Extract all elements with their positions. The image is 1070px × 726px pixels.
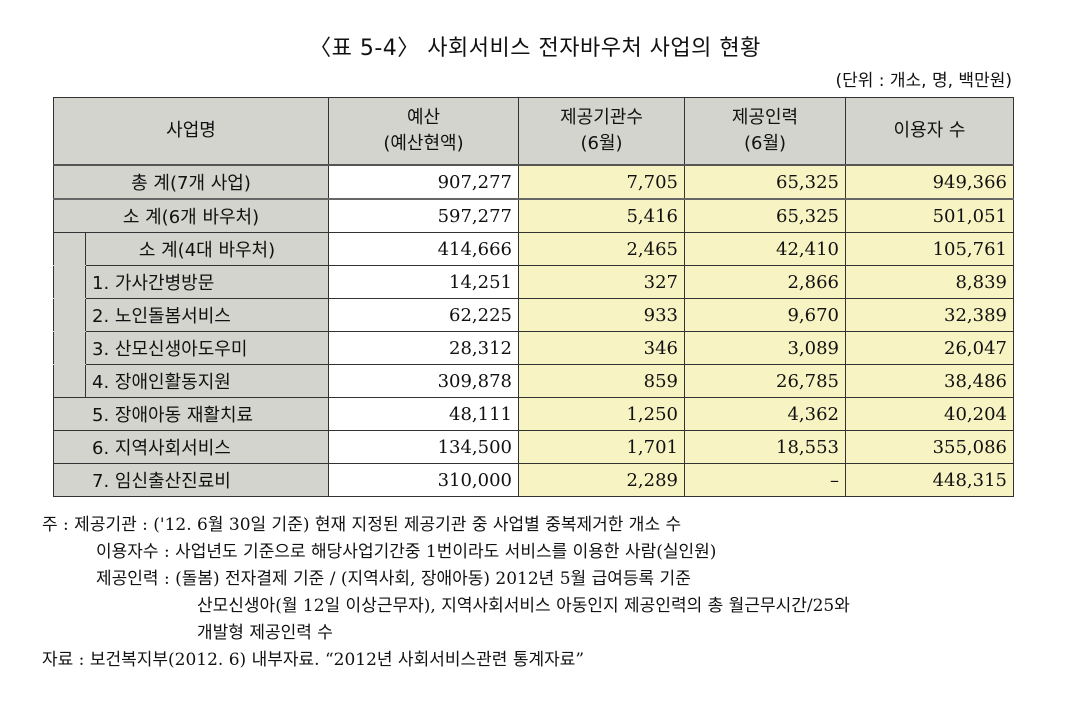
staff-cell: 65,325: [684, 198, 846, 233]
staff-cell: –: [684, 463, 846, 497]
users-cell: 355,086: [845, 430, 1014, 464]
staff-cell: 9,670: [684, 298, 846, 332]
staff-cell: 4,362: [684, 397, 846, 431]
budget-cell: 309,878: [328, 364, 519, 398]
note-providers: 주 : 제공기관 : ('12. 6월 30일 기준) 현재 지정된 제공기관 …: [42, 515, 682, 535]
budget-cell: 134,500: [328, 430, 519, 464]
providers-cell: 2,289: [518, 463, 685, 497]
table-row: 1. 가사간병방문 14,251 327 2,866 8,839: [53, 265, 1014, 299]
footnotes: 주 : 제공기관 : ('12. 6월 30일 기준) 현재 지정된 제공기관 …: [42, 512, 850, 674]
indent-cell: [53, 364, 86, 398]
row-name: 6. 지역사회서비스: [53, 430, 329, 464]
staff-cell: 3,089: [684, 331, 846, 365]
row-name: 소 계(4대 바우처): [85, 232, 329, 266]
note-staff: 제공인력 : (돌봄) 전자결제 기준 / (지역사회, 장애아동) 2012년…: [96, 569, 691, 589]
row-name: 2. 노인돌봄서비스: [85, 298, 329, 332]
table-row: 3. 산모신생아도우미 28,312 346 3,089 26,047: [53, 331, 1014, 365]
users-cell: 38,486: [845, 364, 1014, 398]
header-row: 사업명 예산 (예산현액) 제공기관수 (6월) 제공인력 (6월) 이용자 수: [53, 97, 1014, 166]
staff-cell: 42,410: [684, 232, 846, 266]
note-staff-cont: 산모신생아(월 12일 이상근무자), 지역사회서비스 아동인지 제공인력의 총…: [197, 596, 850, 616]
header-staff: 제공인력 (6월): [684, 97, 846, 166]
header-budget: 예산 (예산현액): [328, 97, 519, 166]
row-name: 5. 장애아동 재활치료: [53, 397, 329, 431]
header-name: 사업명: [53, 97, 329, 166]
budget-cell: 14,251: [328, 265, 519, 299]
users-cell: 949,366: [845, 164, 1014, 200]
note-staff-cont2: 개발형 제공인력 수: [197, 623, 333, 643]
source-note: 자료 : 보건복지부(2012. 6) 내부자료. “2012년 사회서비스관련…: [42, 650, 585, 670]
providers-cell: 1,701: [518, 430, 685, 464]
indent-cell: [53, 232, 86, 266]
users-cell: 8,839: [845, 265, 1014, 299]
row-name: 총 계(7개 사업): [53, 164, 329, 200]
table-row: 2. 노인돌봄서비스 62,225 933 9,670 32,389: [53, 298, 1014, 332]
budget-cell: 62,225: [328, 298, 519, 332]
providers-cell: 859: [518, 364, 685, 398]
providers-cell: 933: [518, 298, 685, 332]
staff-cell: 2,866: [684, 265, 846, 299]
users-cell: 448,315: [845, 463, 1014, 497]
table-row: 소 계(6개 바우처) 597,277 5,416 65,325 501,051: [53, 198, 1014, 233]
users-cell: 40,204: [845, 397, 1014, 431]
staff-cell: 65,325: [684, 164, 846, 200]
providers-cell: 5,416: [518, 198, 685, 233]
providers-cell: 2,465: [518, 232, 685, 266]
providers-cell: 1,250: [518, 397, 685, 431]
table-row: 총 계(7개 사업) 907,277 7,705 65,325 949,366: [53, 164, 1014, 200]
staff-cell: 26,785: [684, 364, 846, 398]
budget-cell: 28,312: [328, 331, 519, 365]
budget-cell: 310,000: [328, 463, 519, 497]
header-providers: 제공기관수 (6월): [518, 97, 685, 166]
table-row: 소 계(4대 바우처) 414,666 2,465 42,410 105,761: [53, 232, 1014, 266]
header-users: 이용자 수: [845, 97, 1014, 166]
voucher-status-table: 사업명 예산 (예산현액) 제공기관수 (6월) 제공인력 (6월) 이용자 수 총 …: [53, 97, 1014, 497]
note-users: 이용자수 : 사업년도 기준으로 해당사업기간중 1번이라도 서비스를 이용한 …: [96, 542, 717, 562]
table-title: 〈표 5-4〉 사회서비스 전자바우처 사업의 현황: [309, 36, 761, 61]
providers-cell: 7,705: [518, 164, 685, 200]
row-name: 3. 산모신생아도우미: [85, 331, 329, 365]
providers-cell: 327: [518, 265, 685, 299]
indent-cell: [53, 265, 86, 299]
indent-cell: [53, 298, 86, 332]
row-name: 1. 가사간병방문: [85, 265, 329, 299]
budget-cell: 597,277: [328, 198, 519, 233]
indent-cell: [53, 331, 86, 365]
budget-cell: 907,277: [328, 164, 519, 200]
table-row: 4. 장애인활동지원 309,878 859 26,785 38,486: [53, 364, 1014, 398]
users-cell: 501,051: [845, 198, 1014, 233]
users-cell: 32,389: [845, 298, 1014, 332]
row-name: 7. 임신출산진료비: [53, 463, 329, 497]
unit-label: (단위 : 개소, 명, 백만원): [835, 71, 1012, 91]
table-row: 6. 지역사회서비스 134,500 1,701 18,553 355,086: [53, 430, 1014, 464]
row-name: 4. 장애인활동지원: [85, 364, 329, 398]
users-cell: 105,761: [845, 232, 1014, 266]
budget-cell: 48,111: [328, 397, 519, 431]
providers-cell: 346: [518, 331, 685, 365]
table-row: 7. 임신출산진료비 310,000 2,289 – 448,315: [53, 463, 1014, 497]
users-cell: 26,047: [845, 331, 1014, 365]
budget-cell: 414,666: [328, 232, 519, 266]
staff-cell: 18,553: [684, 430, 846, 464]
table-row: 5. 장애아동 재활치료 48,111 1,250 4,362 40,204: [53, 397, 1014, 431]
row-name: 소 계(6개 바우처): [53, 198, 329, 233]
